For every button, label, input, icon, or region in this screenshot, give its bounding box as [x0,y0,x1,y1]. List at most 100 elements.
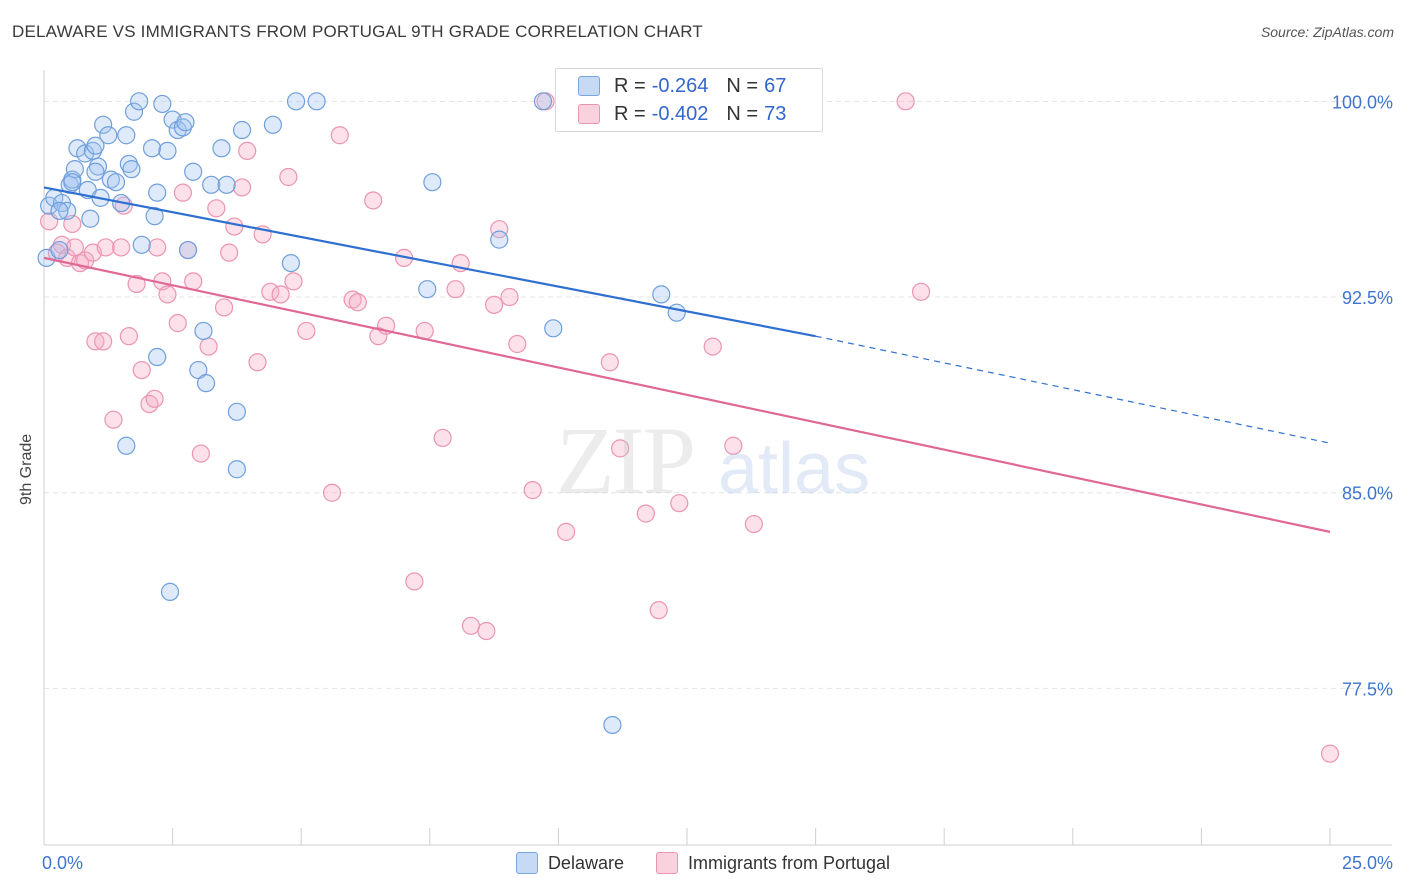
y-axis-label-wrap: 9th Grade [18,434,38,595]
portugal-point [348,293,367,312]
delaware-point [168,120,187,140]
portugal-point [127,274,146,294]
delaware-point [106,173,126,192]
delaware-point [202,175,221,194]
delaware-point [119,154,138,174]
legend-row-delaware: R = -0.264 N = 67 [578,73,786,99]
portugal-point [485,295,504,314]
portugal-point [104,410,123,429]
series-legend-portugal[interactable]: Immigrants from Portugal [655,852,891,874]
delaware-point [212,139,231,158]
delaware-point [184,162,203,181]
portugal-point [649,601,668,620]
chart-source: Source: ZipAtlas.com [1260,24,1394,40]
delaware-point [286,92,306,111]
legend-swatch-delaware [578,76,600,96]
portugal-point [477,621,496,641]
delaware-point [158,141,177,160]
portugal-point [297,321,316,341]
portugal-point [896,92,915,111]
delaware-point [132,235,151,254]
delaware-point [117,436,136,455]
portugal-point [279,167,298,187]
legend-r-label: R = [614,102,646,125]
portugal-point [94,332,113,351]
legend-n-value: 73 [764,102,787,125]
portugal-point [670,494,689,513]
portugal-trend-line [43,256,1331,533]
portugal-point [703,337,722,356]
portugal-point [173,183,192,202]
delaware-point [227,402,246,421]
delaware-point [117,126,136,145]
delaware-point [94,115,113,134]
delaware-point [160,582,180,601]
series-legend-delaware[interactable]: Delaware [515,852,624,874]
delaware-point [173,118,192,137]
y-tick-label: 92.5% [1342,288,1393,308]
portugal-point [433,428,452,448]
legend-r-value: -0.402 [651,102,709,125]
portugal-point [636,504,655,523]
series-label-delaware: Delaware [547,852,624,873]
delaware-point [130,92,149,111]
delaware-point [232,120,252,140]
portugal-point [132,360,151,380]
portugal-point [322,483,342,502]
delaware-trend-extension [815,335,1331,444]
delaware-point [122,160,141,179]
delaware-point [263,115,283,134]
delaware-point [490,230,509,249]
portugal-point [199,337,218,356]
delaware-point [88,157,108,176]
portugal-point [271,285,290,304]
portugal-points [40,92,1340,763]
portugal-point [168,314,187,333]
delaware-point [50,201,69,221]
x-tick-label: 0.0% [42,853,83,873]
delaware-point [148,183,167,202]
portugal-point [508,334,527,354]
delaware-point [281,253,301,273]
portugal-point [112,238,131,257]
delaware-point [142,139,162,158]
y-axis-label: 9th Grade [18,433,35,505]
delaware-point [307,92,326,111]
delaware-point [667,303,686,322]
portugal-point [500,287,519,307]
legend-r-value: -0.264 [651,74,709,97]
portugal-point [207,199,226,218]
portugal-point [220,243,239,262]
chart-title: DELAWARE VS IMMIGRANTS FROM PORTUGAL 9TH… [12,22,703,41]
portugal-point [600,353,619,372]
delaware-point [178,240,198,260]
legend-row-portugal: R = -0.402 N = 73 [578,101,786,127]
watermark-atlas: atlas [718,429,871,509]
delaware-point [652,285,671,304]
portugal-point [96,238,115,257]
portugal-point [225,217,244,236]
delaware-point [63,173,82,192]
portugal-point [911,282,931,301]
portugal-point [724,436,743,455]
delaware-point [86,136,105,155]
portugal-point [232,178,252,197]
portugal-point [343,290,362,309]
delaware-point [194,321,213,341]
portugal-point [405,572,424,591]
portugal-point [158,285,177,304]
tick-labels: 77.5% 85.0% 92.5% 100.0% 0.0% 25.0% [42,92,1393,873]
portugal-point [490,220,509,239]
portugal-point [86,332,105,351]
delaware-point [227,460,246,479]
delaware-point [196,374,216,393]
delaware-point [81,209,100,228]
y-tick-label: 100.0% [1332,92,1393,112]
portugal-point [140,394,159,414]
correlation-legend: R = -0.264 N = 67 R = -0.402 N = 73 [555,68,823,132]
x-tick-label: 25.0% [1342,853,1393,873]
delaware-point [50,240,69,260]
series-label-portugal: Immigrants from Portugal [687,852,891,873]
portugal-point [284,272,303,291]
